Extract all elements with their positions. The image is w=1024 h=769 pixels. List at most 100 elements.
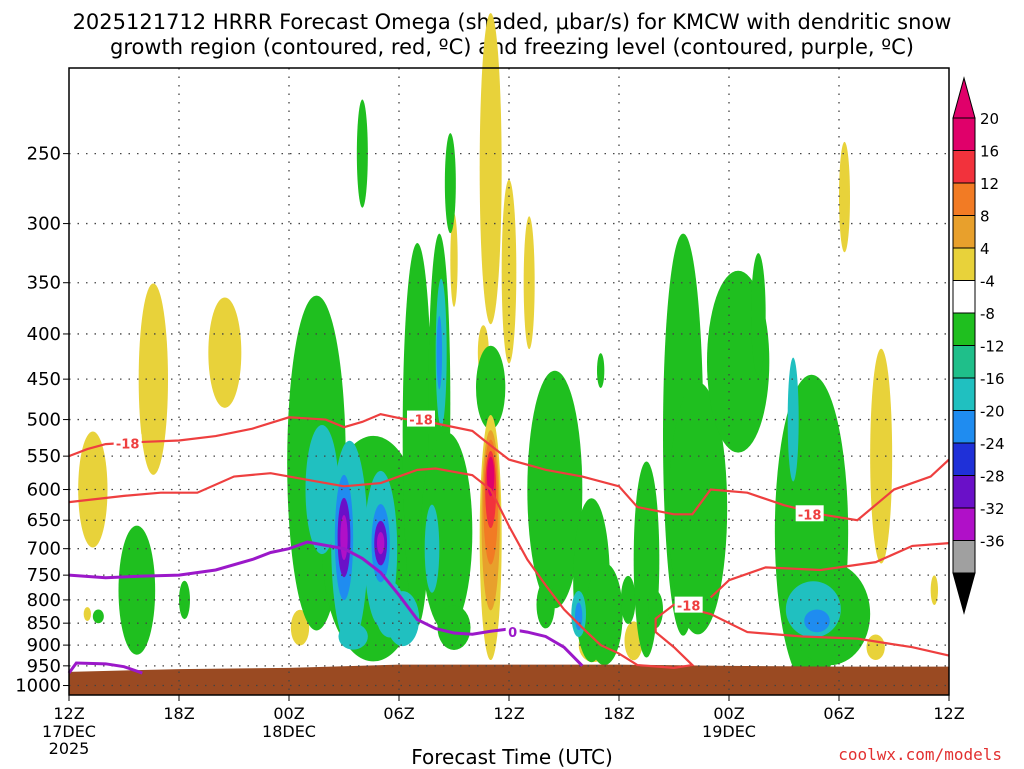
- omega-negative-blob: [597, 353, 605, 388]
- omega-positive-blob: [290, 609, 310, 646]
- isotherm-label-bg: [505, 623, 520, 640]
- omega-negative-blob: [648, 590, 664, 629]
- red-isotherm-label: -18: [409, 414, 433, 429]
- red-isotherm-label: -18: [798, 508, 822, 523]
- omega-positive-plume: [487, 456, 495, 497]
- colorbar-label: 20: [980, 110, 999, 128]
- omega-negative-blob: [92, 609, 104, 624]
- omega-moderate-blob: [338, 623, 368, 650]
- red-isotherm-label: -18: [677, 600, 701, 615]
- colorbar-label: -36: [980, 533, 1005, 551]
- omega-positive-blob: [479, 13, 502, 325]
- y-tick-label: 300: [27, 214, 61, 235]
- colorbar-label: -4: [980, 273, 995, 291]
- terrain-fill: [69, 664, 949, 695]
- x-tick-label: 00Z: [273, 704, 304, 723]
- red-isotherm-line: [709, 542, 950, 599]
- y-tick-label: 400: [27, 324, 61, 345]
- x-tick-label: 18Z: [163, 704, 194, 723]
- y-tick-label: 850: [27, 613, 61, 634]
- colorbar-top-arrow: [952, 76, 976, 119]
- colorbar-segment: [952, 117, 976, 151]
- colorbar-bottom-arrow: [952, 572, 976, 615]
- isotherm-contours: -18 -18 -18 -18 0: [67, 410, 950, 675]
- omega-positive-blob: [83, 607, 92, 621]
- chart-title-line2: growth region (contoured, red, ºC) and f…: [110, 35, 914, 59]
- x-tick-label: 12Z: [933, 704, 964, 723]
- colorbar-segment: [952, 442, 976, 476]
- omega-extreme-blob: [377, 532, 385, 555]
- y-tick-label: 650: [27, 510, 61, 531]
- omega-positive-blob: [870, 348, 893, 564]
- omega-positive-blob: [930, 575, 938, 605]
- omega-negative-blob: [751, 253, 766, 376]
- colorbar-label: 8: [980, 208, 990, 226]
- omega-positive-blob: [450, 213, 458, 307]
- x-tick-label: 18Z: [603, 704, 634, 723]
- omega-positive-blob: [138, 283, 168, 475]
- chart-title-line1: 2025121712 HRRR Forecast Omega (shaded, …: [72, 10, 952, 34]
- omega-moderate-blob: [787, 357, 799, 482]
- y-tick-label: 950: [27, 656, 61, 677]
- colorbar-segment: [952, 182, 976, 216]
- omega-positive-blob: [208, 297, 242, 408]
- colorbar-segment: [952, 540, 976, 574]
- x-tick-year: 2025: [49, 739, 90, 758]
- purple-isotherm-line: [67, 661, 143, 675]
- y-tick-label: 500: [27, 410, 61, 431]
- colorbar-segment: [952, 475, 976, 509]
- colorbar-segment: [952, 410, 976, 444]
- y-tick-label: 600: [27, 480, 61, 501]
- colorbar-label: 16: [980, 143, 999, 161]
- colorbar-segment: [952, 507, 976, 541]
- x-tick-label: 00Z: [713, 704, 744, 723]
- colorbar-label: -16: [980, 370, 1005, 388]
- omega-moderate-blob: [424, 504, 440, 593]
- colorbar-label: -28: [980, 468, 1005, 486]
- omega-positive-blob: [501, 179, 517, 364]
- omega-negative-blob: [118, 525, 156, 655]
- colorbar-label: -8: [980, 305, 995, 323]
- omega-shading: [78, 13, 938, 689]
- colorbar-label: -12: [980, 338, 1005, 356]
- x-axis-label: Forecast Time (UTC): [411, 745, 613, 769]
- omega-negative-blob: [586, 562, 623, 666]
- red-isotherm-label: -18: [116, 437, 140, 452]
- omega-positive-blob: [839, 141, 850, 253]
- colorbar-label: -20: [980, 403, 1005, 421]
- colorbar: 20 16 12 8 4 -4 -8 -12 -16 -20 -24 -28 -32 -36: [952, 76, 1005, 615]
- omega-negative-blob: [444, 133, 456, 234]
- colorbar-segment: [952, 215, 976, 249]
- colorbar-segment: [952, 377, 976, 411]
- isotherm-label-bg: [795, 505, 824, 522]
- isotherm-label-bg: [407, 410, 435, 427]
- x-tick-label: 06Z: [823, 704, 854, 723]
- x-tick-label: 12Z: [53, 704, 84, 723]
- purple-isotherm-label: 0: [508, 626, 517, 641]
- y-tick-label: 250: [27, 144, 61, 165]
- x-tick-label: 12Z: [493, 704, 524, 723]
- isotherm-label-bg: [674, 596, 703, 613]
- colorbar-label: 4: [980, 240, 990, 258]
- y-tick-label: 350: [27, 273, 61, 294]
- terrain-surface: [69, 664, 949, 695]
- colorbar-segment: [952, 247, 976, 281]
- colorbar-label: -24: [980, 435, 1005, 453]
- colorbar-segment: [952, 345, 976, 379]
- y-tick-label: 750: [27, 565, 61, 586]
- omega-negative-blob: [437, 605, 471, 650]
- x-tick-date: 19DEC: [702, 722, 756, 741]
- y-tick-label: 550: [27, 446, 61, 467]
- colorbar-label: 12: [980, 175, 999, 193]
- omega-strong-blob: [804, 609, 830, 633]
- y-tick-label: 700: [27, 539, 61, 560]
- colorbar-segment: [952, 312, 976, 346]
- y-axis: 2503003504004505005506006507007508008509…: [15, 144, 69, 697]
- omega-positive-blob: [78, 431, 108, 548]
- x-tick-date: 18DEC: [262, 722, 316, 741]
- colorbar-segment: [952, 150, 976, 184]
- y-tick-label: 1000: [15, 676, 61, 697]
- y-tick-label: 800: [27, 590, 61, 611]
- omega-strong-blob: [436, 316, 443, 390]
